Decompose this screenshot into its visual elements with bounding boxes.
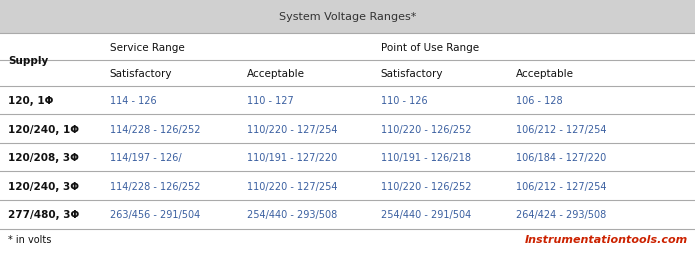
FancyBboxPatch shape — [0, 0, 695, 34]
Text: 110/220 - 127/254: 110/220 - 127/254 — [247, 124, 337, 134]
Text: 120/240, 3Φ: 120/240, 3Φ — [8, 181, 79, 191]
Text: 106/184 - 127/220: 106/184 - 127/220 — [516, 152, 606, 163]
Text: 254/440 - 291/504: 254/440 - 291/504 — [381, 209, 471, 219]
Text: 110/191 - 127/220: 110/191 - 127/220 — [247, 152, 337, 163]
Text: * in volts: * in volts — [8, 234, 51, 244]
Text: 110 - 127: 110 - 127 — [247, 96, 293, 106]
Text: 254/440 - 293/508: 254/440 - 293/508 — [247, 209, 337, 219]
Text: 120, 1Φ: 120, 1Φ — [8, 96, 54, 106]
Text: 106 - 128: 106 - 128 — [516, 96, 562, 106]
Text: Instrumentationtools.com: Instrumentationtools.com — [525, 234, 688, 244]
Text: 277/480, 3Φ: 277/480, 3Φ — [8, 209, 80, 219]
Text: Supply: Supply — [8, 55, 49, 65]
Text: 114/228 - 126/252: 114/228 - 126/252 — [110, 124, 200, 134]
Text: Satisfactory: Satisfactory — [381, 69, 443, 79]
Text: 264/424 - 293/508: 264/424 - 293/508 — [516, 209, 606, 219]
Text: 114/228 - 126/252: 114/228 - 126/252 — [110, 181, 200, 191]
Text: 120/240, 1Φ: 120/240, 1Φ — [8, 124, 79, 134]
Text: 106/212 - 127/254: 106/212 - 127/254 — [516, 124, 606, 134]
Text: 263/456 - 291/504: 263/456 - 291/504 — [110, 209, 200, 219]
Text: Satisfactory: Satisfactory — [110, 69, 172, 79]
Text: 110/220 - 127/254: 110/220 - 127/254 — [247, 181, 337, 191]
Text: Service Range: Service Range — [110, 43, 185, 53]
Text: Acceptable: Acceptable — [516, 69, 573, 79]
Text: 114 - 126: 114 - 126 — [110, 96, 156, 106]
Text: 110/191 - 126/218: 110/191 - 126/218 — [381, 152, 471, 163]
Text: 114/197 - 126/: 114/197 - 126/ — [110, 152, 181, 163]
Text: Point of Use Range: Point of Use Range — [381, 43, 479, 53]
Text: 110/220 - 126/252: 110/220 - 126/252 — [381, 124, 471, 134]
Text: 110 - 126: 110 - 126 — [381, 96, 427, 106]
Text: 120/208, 3Φ: 120/208, 3Φ — [8, 152, 79, 163]
Text: Acceptable: Acceptable — [247, 69, 304, 79]
Text: System Voltage Ranges*: System Voltage Ranges* — [279, 12, 416, 22]
Text: 110/220 - 126/252: 110/220 - 126/252 — [381, 181, 471, 191]
Text: 106/212 - 127/254: 106/212 - 127/254 — [516, 181, 606, 191]
